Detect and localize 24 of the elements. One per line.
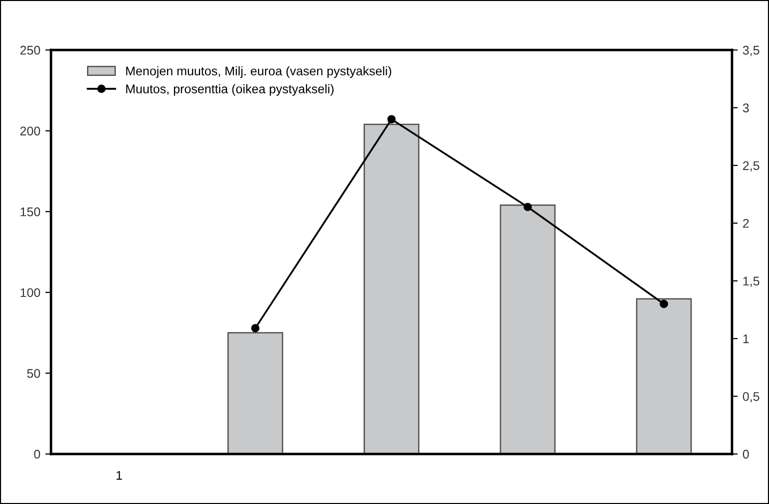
y2-tick-label: 2,5 [743, 161, 760, 172]
bar [364, 124, 420, 454]
legend-label: Muutos, prosenttia (oikea pystyakseli) [126, 84, 334, 96]
point [660, 300, 668, 308]
y-tick-label: 100 [20, 288, 40, 298]
point [387, 115, 396, 124]
y2-tick-label: 0,5 [742, 392, 760, 402]
point [251, 324, 260, 332]
bar [500, 204, 556, 454]
y2-tick-label: 1 [743, 334, 749, 344]
y2-tick-label: 0 [742, 450, 749, 459]
y-tick-label: 50 [27, 369, 40, 378]
y-tick-label: 150 [20, 207, 40, 216]
y-tick-label: 200 [20, 126, 40, 136]
y2-tick-label: 3,5 [742, 46, 760, 56]
y-tick-label: 250 [20, 46, 40, 55]
bar [636, 298, 692, 454]
legend-label: Menojen muutos, Milj. euroa (vasen pystyakseli) [126, 66, 392, 78]
y2-tick-label: 3 [742, 104, 749, 112]
y2-tick-label: 1,5 [743, 276, 760, 287]
point [524, 202, 532, 212]
y2-tick-label: 2 [743, 218, 749, 228]
bar [227, 332, 284, 454]
y-tick-label: 0 [34, 450, 40, 459]
